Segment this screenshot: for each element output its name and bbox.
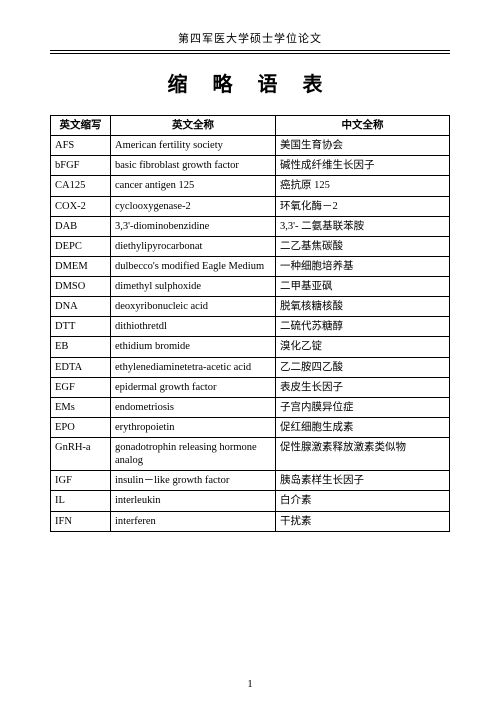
table-row: EMsendometriosis子宫内膜异位症 [51,397,450,417]
table-row: DTTdithiothretdl二硫代苏糖醇 [51,317,450,337]
cell-chinese: 环氧化酶－2 [276,196,450,216]
table-row: EPOerythropoietin促红细胞生成素 [51,417,450,437]
abbreviation-table: 英文缩写 英文全称 中文全称 AFSAmerican fertility soc… [50,115,450,532]
cell-abbrev: CA125 [51,176,111,196]
cell-abbrev: DMSO [51,277,111,297]
cell-english: ethylenediaminetetra-acetic acid [111,357,276,377]
cell-english: interleukin [111,491,276,511]
cell-chinese: 3,3'- 二氨基联苯胺 [276,216,450,236]
running-header: 第四军医大学硕士学位论文 [50,30,450,46]
cell-chinese: 脱氧核糖核酸 [276,297,450,317]
cell-abbrev: DEPC [51,236,111,256]
cell-chinese: 癌抗原 125 [276,176,450,196]
table-row: COX-2cyclooxygenase-2环氧化酶－2 [51,196,450,216]
cell-english: erythropoietin [111,417,276,437]
cell-chinese: 碱性成纤维生长因子 [276,156,450,176]
cell-abbrev: EPO [51,417,111,437]
cell-english: cancer antigen 125 [111,176,276,196]
table-row: DNAdeoxyribonucleic acid脱氧核糖核酸 [51,297,450,317]
cell-chinese: 胰岛素样生长因子 [276,471,450,491]
cell-english: basic fibroblast growth factor [111,156,276,176]
cell-abbrev: DNA [51,297,111,317]
cell-chinese: 促性腺激素释放激素类似物 [276,438,450,471]
cell-english: epidermal growth factor [111,377,276,397]
cell-chinese: 二乙基焦碳酸 [276,236,450,256]
col-abbrev: 英文缩写 [51,116,111,136]
cell-abbrev: COX-2 [51,196,111,216]
table-row: DMEMdulbecco's modified Eagle Medium一种细胞… [51,256,450,276]
cell-chinese: 二甲基亚砜 [276,277,450,297]
cell-chinese: 促红细胞生成素 [276,417,450,437]
cell-english: insulin－like growth factor [111,471,276,491]
cell-chinese: 美国生育协会 [276,136,450,156]
cell-abbrev: AFS [51,136,111,156]
cell-english: ethidium bromide [111,337,276,357]
cell-abbrev: EDTA [51,357,111,377]
table-header-row: 英文缩写 英文全称 中文全称 [51,116,450,136]
header-rule-bottom [50,53,450,54]
page: 第四军医大学硕士学位论文 缩 略 语 表 英文缩写 英文全称 中文全称 AFSA… [0,0,500,704]
cell-english: endometriosis [111,397,276,417]
cell-english: American fertility society [111,136,276,156]
table-row: DEPCdiethylipyrocarbonat二乙基焦碳酸 [51,236,450,256]
table-row: IGFinsulin－like growth factor胰岛素样生长因子 [51,471,450,491]
cell-english: cyclooxygenase-2 [111,196,276,216]
cell-english: gonadotrophin releasing hormone analog [111,438,276,471]
cell-chinese: 乙二胺四乙酸 [276,357,450,377]
page-title: 缩 略 语 表 [50,68,450,97]
table-row: ILinterleukin白介素 [51,491,450,511]
cell-abbrev: EMs [51,397,111,417]
cell-english: interferen [111,511,276,531]
cell-english: deoxyribonucleic acid [111,297,276,317]
cell-chinese: 表皮生长因子 [276,377,450,397]
cell-chinese: 溴化乙锭 [276,337,450,357]
table-row: CA125cancer antigen 125癌抗原 125 [51,176,450,196]
cell-chinese: 白介素 [276,491,450,511]
col-chinese: 中文全称 [276,116,450,136]
cell-abbrev: IGF [51,471,111,491]
table-body: AFSAmerican fertility society美国生育协会bFGFb… [51,136,450,532]
cell-chinese: 干扰素 [276,511,450,531]
cell-abbrev: EB [51,337,111,357]
cell-abbrev: DAB [51,216,111,236]
cell-english: dithiothretdl [111,317,276,337]
cell-english: 3,3'-diominobenzidine [111,216,276,236]
table-row: EGFepidermal growth factor表皮生长因子 [51,377,450,397]
cell-abbrev: GnRH-a [51,438,111,471]
cell-abbrev: DMEM [51,256,111,276]
table-row: AFSAmerican fertility society美国生育协会 [51,136,450,156]
table-row: EDTAethylenediaminetetra-acetic acid乙二胺四… [51,357,450,377]
cell-chinese: 二硫代苏糖醇 [276,317,450,337]
table-row: EBethidium bromide溴化乙锭 [51,337,450,357]
cell-english: diethylipyrocarbonat [111,236,276,256]
cell-abbrev: IL [51,491,111,511]
page-number: 1 [0,678,500,690]
header-rule-top [50,50,450,51]
table-row: bFGFbasic fibroblast growth factor碱性成纤维生… [51,156,450,176]
cell-chinese: 子宫内膜异位症 [276,397,450,417]
cell-english: dimethyl sulphoxide [111,277,276,297]
table-row: IFNinterferen干扰素 [51,511,450,531]
cell-abbrev: EGF [51,377,111,397]
table-row: DMSOdimethyl sulphoxide二甲基亚砜 [51,277,450,297]
cell-abbrev: IFN [51,511,111,531]
cell-abbrev: bFGF [51,156,111,176]
cell-chinese: 一种细胞培养基 [276,256,450,276]
table-row: GnRH-agonadotrophin releasing hormone an… [51,438,450,471]
table-row: DAB3,3'-diominobenzidine3,3'- 二氨基联苯胺 [51,216,450,236]
col-english: 英文全称 [111,116,276,136]
cell-english: dulbecco's modified Eagle Medium [111,256,276,276]
cell-abbrev: DTT [51,317,111,337]
